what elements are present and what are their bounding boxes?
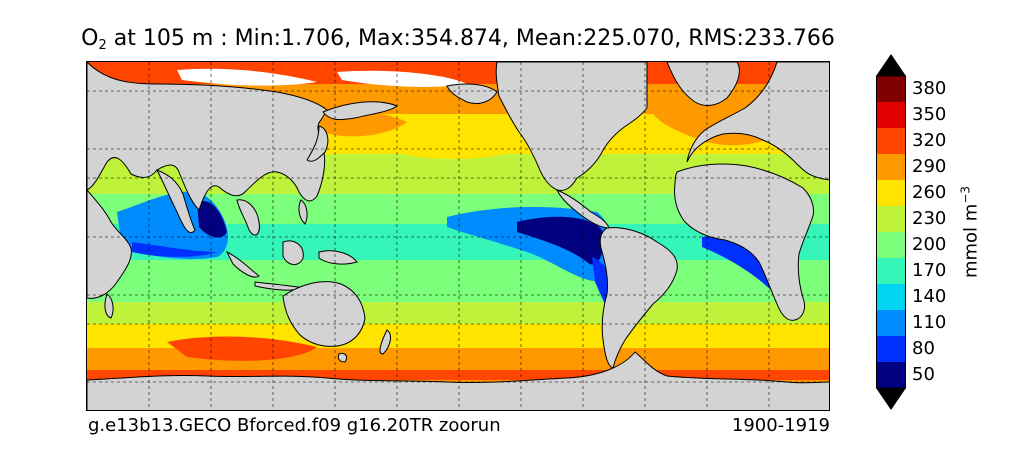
colorbar-segment	[876, 284, 906, 310]
north-pacific-yellow	[385, 126, 527, 159]
land-greenland	[666, 62, 740, 106]
land-madagascar	[104, 293, 114, 319]
colorbar-tick-label: 110	[912, 312, 947, 333]
land-borneo	[282, 240, 304, 265]
colorbar-tick-label: 80	[912, 338, 935, 359]
arctic-ice-west	[177, 68, 317, 86]
band-antarctic-shelf	[87, 370, 829, 380]
colorbar-tick-label: 320	[912, 130, 947, 151]
colorbar-extend-max	[876, 54, 906, 76]
title-text: at 105 m : Min:1.706, Max:354.874, Mean:…	[106, 26, 835, 51]
colorbar-tick-label: 230	[912, 208, 947, 229]
land-indochina	[236, 199, 260, 236]
arctic-ice-east	[337, 70, 467, 87]
colorbar-segment	[876, 336, 906, 362]
land-new-guinea	[318, 250, 358, 265]
land-europe	[686, 62, 829, 181]
colorbar-tick-label: 290	[912, 156, 947, 177]
title-subscript: 2	[98, 38, 107, 53]
colorbar-tick-label: 140	[912, 286, 947, 307]
eastern-pacific-core	[517, 216, 604, 265]
land-japan	[306, 125, 329, 162]
arabian-sea-core	[132, 242, 217, 257]
colorbar-tick-label: 260	[912, 182, 947, 203]
colorbar-segment	[876, 102, 906, 128]
colorbar-segment	[876, 206, 906, 232]
colorbar-segment	[876, 76, 906, 102]
run-name: g.e13b13.GECO Bforced.f09 g16.20TR zooru…	[88, 415, 501, 436]
colorbar	[876, 54, 906, 410]
colorbar-tick-label: 170	[912, 260, 947, 281]
colorbar-tick-label: 50	[912, 364, 935, 385]
southern-indian-orange	[167, 336, 317, 361]
colorbar-tick-label: 350	[912, 104, 947, 125]
land-arabia-africa-east	[87, 189, 132, 299]
land-eurasia-west	[87, 62, 328, 211]
graticule	[87, 62, 829, 410]
year-range: 1900-1919	[731, 415, 830, 436]
land-sumatra	[225, 250, 260, 278]
map-canvas	[87, 62, 829, 410]
bay-of-bengal-omz	[197, 201, 227, 238]
map-title: O2 at 105 m : Min:1.706, Max:354.874, Me…	[0, 26, 916, 53]
colorbar-segment	[876, 180, 906, 206]
units-exponent: −3	[958, 185, 973, 204]
land-tasmania	[337, 353, 348, 363]
land-australia	[282, 281, 366, 347]
colorbar-tick-label: 380	[912, 78, 947, 99]
colorbar-tick-label: 200	[912, 234, 947, 255]
colorbar-segment	[876, 310, 906, 336]
land-philippines	[298, 199, 308, 225]
land-new-zealand	[379, 329, 391, 355]
land-india	[155, 169, 196, 234]
land-south-america	[599, 227, 678, 369]
title-variable: O	[81, 26, 99, 51]
land-africa	[674, 163, 814, 321]
colorbar-segment	[876, 258, 906, 284]
colorbar-units: mmol m−3	[959, 186, 982, 278]
band-south-tropic	[87, 260, 829, 302]
colorbar-segment	[876, 128, 906, 154]
colorbar-segment	[876, 154, 906, 180]
ocean-oxygen-map	[86, 61, 830, 411]
land-kamchatka	[322, 101, 399, 121]
units-text: mmol m	[960, 203, 982, 279]
colorbar-segment	[876, 362, 906, 388]
land-alaska	[446, 83, 498, 105]
land-antarctica	[87, 351, 829, 410]
colorbar-extend-min	[876, 388, 906, 410]
colorbar-segment	[876, 232, 906, 258]
band-south-subtropic	[87, 302, 829, 324]
